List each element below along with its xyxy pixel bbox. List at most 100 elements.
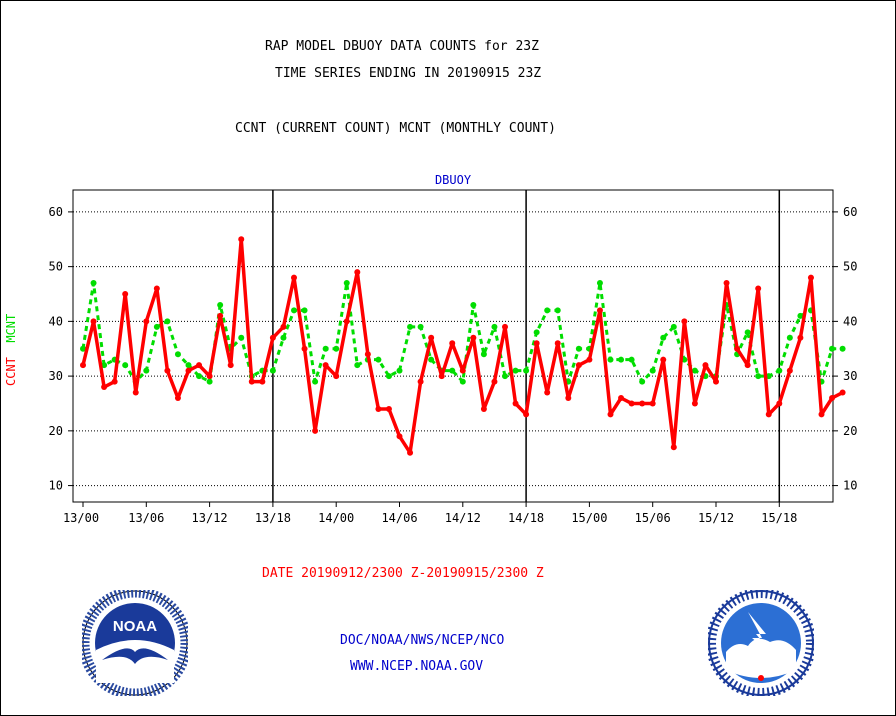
data-point-ccnt [786, 367, 793, 374]
y-tick-label: 20 [49, 424, 63, 438]
x-tick-label: 14/12 [445, 511, 481, 525]
data-point-ccnt [90, 318, 97, 325]
data-point-mcnt [776, 367, 783, 374]
y-tick-label-right: 40 [843, 314, 857, 328]
data-point-mcnt [544, 307, 551, 314]
data-point-mcnt [101, 362, 108, 369]
chart-title: DBUOY [435, 173, 472, 187]
data-point-ccnt [196, 362, 203, 369]
data-point-ccnt [143, 318, 150, 325]
svg-text:NOAA: NOAA [113, 618, 157, 635]
data-point-mcnt [90, 280, 97, 287]
data-point-mcnt [174, 351, 181, 358]
y-tick-label-right: 50 [843, 260, 857, 274]
data-point-ccnt [649, 400, 656, 407]
data-point-ccnt [596, 307, 603, 314]
data-point-mcnt [385, 373, 392, 380]
data-point-ccnt [480, 405, 487, 412]
x-tick-label: 14/18 [508, 511, 544, 525]
x-tick-label: 13/00 [63, 511, 99, 525]
data-point-mcnt [491, 323, 498, 330]
data-point-mcnt [217, 301, 224, 308]
data-point-mcnt [333, 345, 340, 352]
data-point-mcnt [523, 367, 530, 374]
data-point-mcnt [744, 329, 751, 336]
data-point-ccnt [586, 356, 593, 363]
data-point-ccnt [470, 334, 477, 341]
data-point-mcnt [797, 312, 804, 319]
data-point-ccnt [639, 400, 646, 407]
data-point-ccnt [670, 444, 677, 451]
data-point-mcnt [291, 307, 297, 314]
data-point-mcnt [628, 356, 635, 363]
data-point-ccnt [607, 411, 614, 418]
data-point-ccnt [628, 400, 635, 407]
data-point-mcnt [607, 356, 614, 363]
data-point-mcnt [829, 345, 836, 352]
noaa-logo: NOAA [82, 590, 188, 696]
chart-title-line2: TIME SERIES ENDING IN 20190915 23Z [275, 66, 542, 81]
data-point-ccnt [702, 362, 709, 369]
x-tick-label: 15/18 [761, 511, 797, 525]
data-point-mcnt [786, 334, 793, 341]
data-point-ccnt [111, 378, 118, 385]
data-point-ccnt [206, 373, 213, 380]
data-point-ccnt [101, 384, 108, 391]
data-point-ccnt [164, 367, 171, 374]
data-point-ccnt [428, 334, 435, 341]
data-point-ccnt [681, 318, 688, 325]
data-point-ccnt [512, 400, 519, 407]
data-point-mcnt [396, 367, 403, 374]
data-point-ccnt [807, 274, 814, 281]
data-point-ccnt [322, 362, 329, 369]
data-point-mcnt [375, 356, 382, 363]
data-point-ccnt [691, 400, 698, 407]
y-axis-labels: CCNT MCNT [4, 314, 18, 386]
y-tick-label: 10 [49, 479, 63, 493]
data-point-ccnt [575, 362, 582, 369]
mcnt-axis-label: MCNT [4, 313, 18, 343]
data-point-mcnt [480, 351, 487, 358]
data-point-ccnt [502, 323, 508, 330]
series-line-ccnt [81, 237, 844, 455]
data-point-ccnt [818, 411, 825, 418]
data-point-mcnt [839, 345, 846, 352]
data-point-mcnt [533, 329, 540, 336]
data-point-ccnt [734, 345, 741, 352]
data-point-mcnt [554, 307, 561, 314]
data-point-mcnt [449, 367, 456, 374]
data-point-ccnt [269, 334, 276, 341]
data-point-mcnt [649, 367, 656, 374]
data-point-ccnt [839, 389, 846, 396]
data-point-ccnt [776, 400, 783, 407]
y-tick-label-right: 60 [843, 205, 857, 219]
data-point-mcnt [312, 378, 319, 385]
nws-logo [708, 590, 814, 696]
data-point-mcnt [206, 378, 213, 385]
data-point-ccnt [185, 367, 192, 374]
data-point-mcnt [502, 373, 508, 380]
data-point-ccnt [407, 449, 414, 456]
data-point-ccnt [723, 280, 730, 287]
data-point-mcnt [417, 323, 424, 330]
data-point-ccnt [280, 323, 287, 330]
data-point-ccnt [765, 411, 772, 418]
data-point-ccnt [544, 389, 551, 396]
data-point-ccnt [174, 395, 181, 401]
data-point-mcnt [660, 334, 667, 341]
data-point-ccnt [217, 312, 224, 319]
data-point-mcnt [122, 362, 129, 369]
y-tick-label-right: 30 [843, 369, 857, 383]
data-point-mcnt [575, 345, 582, 352]
data-point-ccnt [755, 285, 762, 292]
data-point-mcnt [618, 356, 625, 363]
data-point-ccnt [385, 405, 392, 412]
data-point-mcnt [755, 373, 762, 380]
chart-title-line3: CCNT (CURRENT COUNT) MCNT (MONTHLY COUNT… [235, 121, 556, 136]
y-tick-label: 60 [49, 205, 63, 219]
data-point-ccnt [312, 427, 319, 434]
x-tick-label: 13/06 [128, 511, 164, 525]
data-point-ccnt [238, 236, 245, 243]
data-point-ccnt [333, 373, 340, 380]
data-point-ccnt [132, 389, 139, 396]
